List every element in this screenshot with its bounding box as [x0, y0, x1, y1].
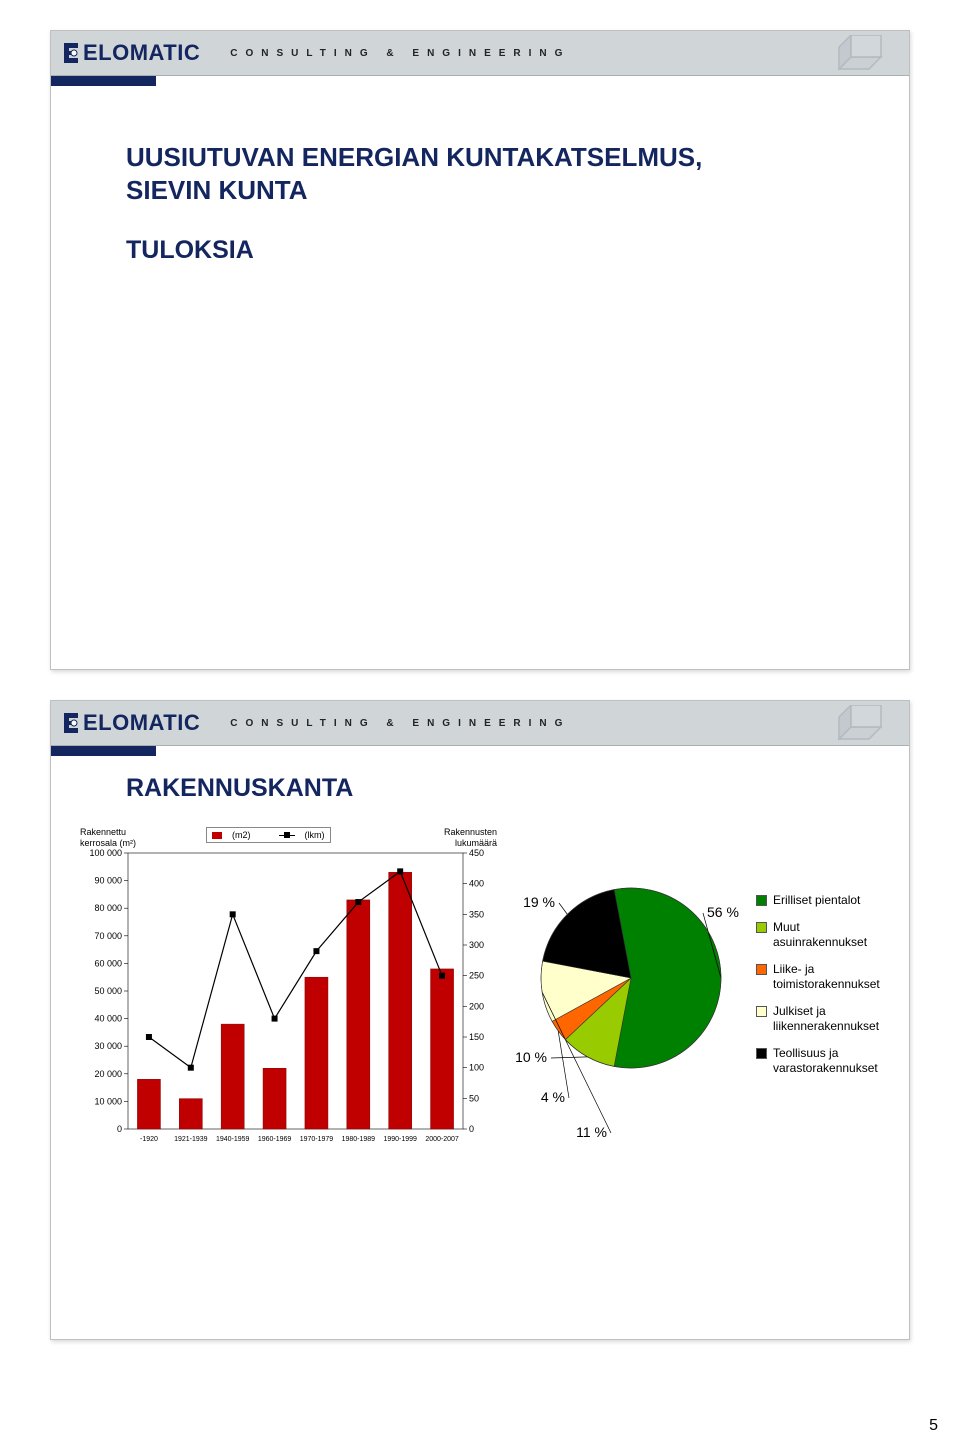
- pie-legend-row: Julkiset ja liikennerakennukset: [756, 1004, 884, 1034]
- content-slide: ELOMATIC CONSULTING & ENGINEERING RAKENN…: [50, 700, 910, 1340]
- page-number: 5: [929, 1417, 938, 1435]
- title-sub: TULOKSIA: [126, 236, 829, 265]
- svg-text:300: 300: [469, 940, 484, 950]
- legend-swatch: [756, 895, 767, 906]
- svg-text:1921-1939: 1921-1939: [174, 1136, 208, 1143]
- legend-line-label: (lkm): [305, 830, 325, 840]
- svg-text:30 000: 30 000: [94, 1041, 122, 1051]
- logo-text: ELOMATIC: [83, 710, 200, 736]
- svg-text:50: 50: [469, 1093, 479, 1103]
- pie-legend: Erilliset pientalot Muut asuinrakennukset…: [756, 893, 884, 1088]
- cube-icon: [819, 35, 889, 75]
- svg-text:0: 0: [469, 1124, 474, 1134]
- svg-text:11 %: 11 %: [576, 1124, 607, 1140]
- legend-bar-label: (m2): [232, 830, 251, 840]
- svg-text:90 000: 90 000: [94, 876, 122, 886]
- svg-text:40 000: 40 000: [94, 1014, 122, 1024]
- header-accent-bar: [51, 76, 156, 86]
- pie-legend-row: Liike- ja toimistorakennukset: [756, 962, 884, 992]
- svg-text:350: 350: [469, 909, 484, 919]
- legend-label: Teollisuus ja varastorakennukset: [773, 1046, 884, 1076]
- header-tagline: CONSULTING & ENGINEERING: [230, 718, 570, 729]
- svg-text:10 000: 10 000: [94, 1096, 122, 1106]
- title-line2: SIEVIN KUNTA: [126, 174, 829, 207]
- svg-text:150: 150: [469, 1032, 484, 1042]
- svg-text:-1920: -1920: [140, 1136, 158, 1143]
- left-axis-title: Rakennettu kerrosala (m²): [80, 827, 136, 849]
- pie-legend-row: Muut asuinrakennukset: [756, 920, 884, 950]
- legend-bar-swatch: [212, 832, 222, 839]
- legend-label: Muut asuinrakennukset: [773, 920, 884, 950]
- pie-legend-row: Teollisuus ja varastorakennukset: [756, 1046, 884, 1076]
- svg-text:450: 450: [469, 848, 484, 858]
- legend-label: Julkiset ja liikennerakennukset: [773, 1004, 884, 1034]
- svg-text:1940-1959: 1940-1959: [216, 1136, 250, 1143]
- svg-text:1980-1989: 1980-1989: [342, 1136, 376, 1143]
- legend-label: Liike- ja toimistorakennukset: [773, 962, 884, 992]
- legend-line-swatch: [279, 835, 295, 836]
- svg-text:1990-1999: 1990-1999: [383, 1136, 417, 1143]
- svg-text:4 %: 4 %: [541, 1089, 565, 1105]
- title-slide-text: UUSIUTUVAN ENERGIAN KUNTAKATSELMUS, SIEV…: [51, 86, 909, 265]
- logo-mark-icon: [63, 42, 79, 64]
- svg-text:56 %: 56 %: [707, 904, 739, 920]
- logo-mark-icon: [63, 712, 79, 734]
- svg-text:100 000: 100 000: [89, 848, 122, 858]
- header-accent-bar: [51, 746, 156, 756]
- svg-text:0: 0: [117, 1124, 122, 1134]
- elomatic-logo: ELOMATIC: [63, 40, 200, 66]
- slide-header: ELOMATIC CONSULTING & ENGINEERING: [51, 701, 909, 746]
- legend-swatch: [756, 964, 767, 975]
- svg-text:10 %: 10 %: [515, 1049, 547, 1065]
- pie-chart-zone: 56 % 10 % 4 % 11 % 19 % Erilliset pientalot M…: [506, 823, 884, 1158]
- svg-text:80 000: 80 000: [94, 903, 122, 913]
- svg-text:60 000: 60 000: [94, 958, 122, 968]
- svg-text:70 000: 70 000: [94, 931, 122, 941]
- svg-text:19 %: 19 %: [523, 894, 555, 910]
- svg-text:200: 200: [469, 1001, 484, 1011]
- chart-legend: (m2) (lkm): [206, 827, 331, 843]
- title-slide: ELOMATIC CONSULTING & ENGINEERING UUSIUT…: [50, 30, 910, 670]
- svg-text:50 000: 50 000: [94, 986, 122, 996]
- header-tagline: CONSULTING & ENGINEERING: [230, 48, 570, 59]
- svg-text:20 000: 20 000: [94, 1069, 122, 1079]
- content-title: RAKENNUSKANTA: [51, 756, 909, 803]
- svg-text:2000-2007: 2000-2007: [425, 1136, 459, 1143]
- svg-text:1960-1969: 1960-1969: [258, 1136, 292, 1143]
- bar-chart: Rakennettu kerrosala (m²) Rakennusten lu…: [76, 823, 501, 1153]
- svg-text:400: 400: [469, 879, 484, 889]
- bar-chart-svg: 0 10 000 20 000 30 000 40 000 50 000 60 000 70 …: [76, 823, 501, 1153]
- title-line1: UUSIUTUVAN ENERGIAN KUNTAKATSELMUS,: [126, 141, 829, 174]
- svg-text:250: 250: [469, 971, 484, 981]
- elomatic-logo: ELOMATIC: [63, 710, 200, 736]
- slide-header: ELOMATIC CONSULTING & ENGINEERING: [51, 31, 909, 76]
- svg-text:100: 100: [469, 1063, 484, 1073]
- pie-legend-row: Erilliset pientalot: [756, 893, 884, 908]
- pie-chart-svg: 56 % 10 % 4 % 11 % 19 %: [506, 823, 756, 1153]
- right-axis-title: Rakennusten lukumäärä: [444, 827, 497, 849]
- svg-text:1970-1979: 1970-1979: [300, 1136, 334, 1143]
- legend-swatch: [756, 1006, 767, 1017]
- legend-swatch: [756, 922, 767, 933]
- logo-text: ELOMATIC: [83, 40, 200, 66]
- cube-icon: [819, 705, 889, 745]
- legend-swatch: [756, 1048, 767, 1059]
- legend-label: Erilliset pientalot: [773, 893, 860, 908]
